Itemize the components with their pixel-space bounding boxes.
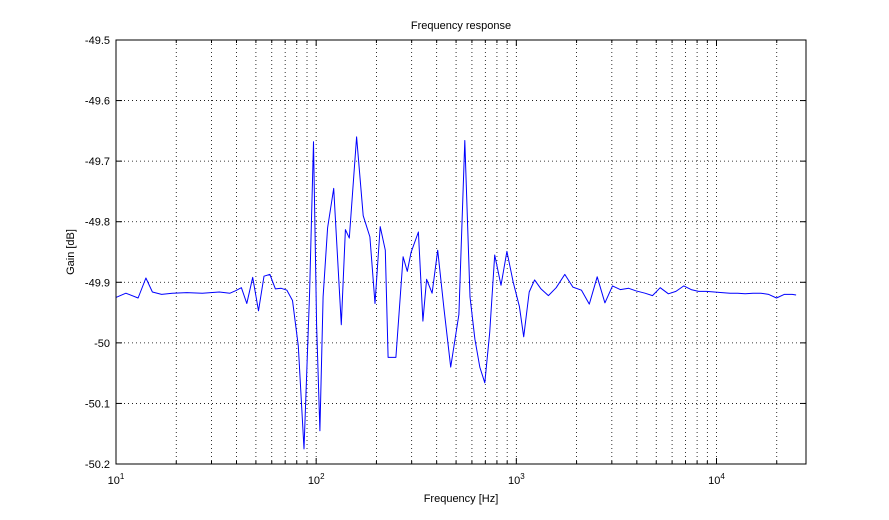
y-tick-label: -49.8 bbox=[85, 217, 110, 229]
chart-title: Frequency response bbox=[411, 20, 511, 32]
x-tick-label: 104 bbox=[708, 472, 725, 487]
y-axis-label: Gain [dB] bbox=[65, 229, 77, 275]
grid-lines bbox=[116, 40, 806, 464]
x-tick-labels: 101 102 103 104 bbox=[108, 472, 726, 487]
axes-frame bbox=[115, 39, 807, 465]
y-tick-label: -49.7 bbox=[85, 156, 110, 168]
y-tick-label: -50.1 bbox=[85, 398, 110, 410]
y-tick-label: -49.6 bbox=[85, 96, 110, 108]
x-axis-label: Frequency [Hz] bbox=[424, 493, 499, 505]
tick-marks bbox=[115, 39, 806, 465]
y-tick-labels: -49.5 -49.6 -49.7 -49.8 -49.9 -50 -50.1 -50.2 bbox=[85, 35, 110, 471]
y-tick-label: -50.2 bbox=[85, 459, 110, 471]
x-tick-label: 103 bbox=[508, 472, 525, 487]
x-tick-label: 101 bbox=[108, 472, 125, 487]
x-tick-label: 102 bbox=[308, 472, 325, 487]
y-tick-label: -49.9 bbox=[85, 277, 110, 289]
series-line bbox=[115, 136, 797, 450]
y-tick-label: -50 bbox=[94, 338, 110, 350]
y-tick-label: -49.5 bbox=[85, 35, 110, 47]
series-group bbox=[115, 136, 797, 450]
